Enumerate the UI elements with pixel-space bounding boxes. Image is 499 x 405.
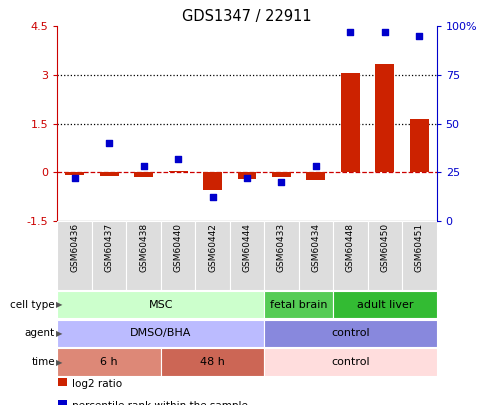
Text: GSM60451: GSM60451 (415, 223, 424, 272)
Text: control: control (331, 357, 370, 367)
Text: ▶: ▶ (56, 358, 63, 367)
Text: cell type: cell type (10, 300, 55, 309)
Text: percentile rank within the sample: percentile rank within the sample (72, 401, 248, 405)
Point (415, 33, 423, 39)
Bar (57, 221, 92, 290)
Bar (306, 172, 325, 180)
Point (105, 140, 113, 146)
Text: ▶: ▶ (56, 300, 63, 309)
Bar (238, 172, 256, 179)
Bar (100, 172, 119, 176)
Text: time: time (31, 357, 55, 367)
Text: GSM60436: GSM60436 (70, 223, 79, 272)
Bar (134, 172, 153, 177)
Text: GSM60442: GSM60442 (208, 223, 217, 272)
Bar (161, 221, 195, 290)
Text: fetal brain: fetal brain (270, 300, 327, 309)
Text: GSM60437: GSM60437 (105, 223, 114, 272)
Title: GDS1347 / 22911: GDS1347 / 22911 (182, 9, 312, 24)
Text: GSM60438: GSM60438 (139, 223, 148, 272)
Point (209, 194, 217, 200)
Bar (299, 221, 333, 290)
Text: GSM60440: GSM60440 (174, 223, 183, 272)
Text: log2 ratio: log2 ratio (72, 379, 122, 389)
Text: DMSO/BHA: DMSO/BHA (130, 328, 192, 338)
Text: GSM60434: GSM60434 (311, 223, 320, 272)
Bar (92, 221, 126, 290)
Bar (264, 348, 437, 376)
Text: MSC: MSC (149, 300, 173, 309)
Bar (126, 221, 161, 290)
Text: GSM60450: GSM60450 (380, 223, 389, 272)
Bar (341, 73, 360, 172)
Bar (368, 221, 402, 290)
Bar (333, 291, 437, 318)
Point (277, 179, 285, 185)
Text: GSM60448: GSM60448 (346, 223, 355, 272)
Bar (264, 291, 333, 318)
Bar (161, 348, 264, 376)
Bar (58, 378, 67, 386)
Text: GSM60444: GSM60444 (243, 223, 251, 272)
Text: ▶: ▶ (56, 329, 63, 338)
Bar (57, 291, 264, 318)
Bar (57, 348, 161, 376)
Bar (58, 400, 67, 405)
Bar (402, 221, 437, 290)
Point (346, 29, 354, 35)
Point (381, 29, 389, 35)
Bar (410, 119, 429, 172)
Bar (169, 171, 188, 172)
Bar (264, 320, 437, 347)
Text: agent: agent (25, 328, 55, 338)
Bar (272, 172, 291, 177)
Bar (195, 221, 230, 290)
Point (140, 163, 148, 170)
Bar (230, 221, 264, 290)
Text: control: control (331, 328, 370, 338)
Text: adult liver: adult liver (357, 300, 413, 309)
Text: GSM60433: GSM60433 (277, 223, 286, 272)
Point (174, 155, 182, 162)
Bar (333, 221, 368, 290)
Point (71, 175, 79, 181)
Text: 48 h: 48 h (200, 357, 225, 367)
Bar (203, 172, 222, 190)
Point (312, 163, 320, 170)
Text: 6 h: 6 h (100, 357, 118, 367)
Bar (264, 221, 299, 290)
Point (243, 175, 251, 181)
Bar (65, 172, 84, 175)
Bar (57, 320, 264, 347)
Bar (375, 64, 394, 172)
